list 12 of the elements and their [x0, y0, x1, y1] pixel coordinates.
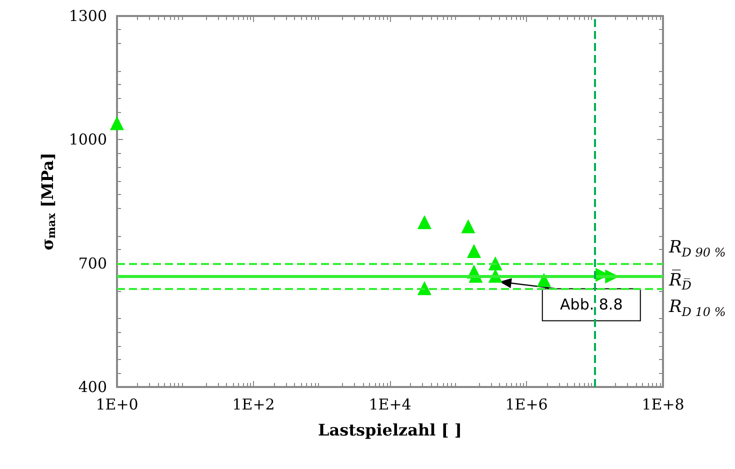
y-tick-label: 1300 [68, 7, 107, 25]
x-tick-label: 1E+6 [505, 396, 548, 414]
x-tick-label: 1E+2 [232, 396, 275, 414]
y-tick-label: 400 [78, 378, 107, 396]
y-tick-label: 1000 [68, 130, 107, 149]
x-tick-label: 1E+8 [642, 396, 684, 414]
y-axis-title: σmax [MPa] [38, 152, 58, 250]
x-tick-label: 1E+4 [368, 396, 412, 414]
x-axis-title: Lastspielzahl [ ] [318, 420, 462, 440]
y-tick-label: 700 [78, 254, 107, 272]
annotation: Abb. 8.8 [560, 296, 623, 314]
x-tick-label: 1E+0 [96, 396, 138, 414]
